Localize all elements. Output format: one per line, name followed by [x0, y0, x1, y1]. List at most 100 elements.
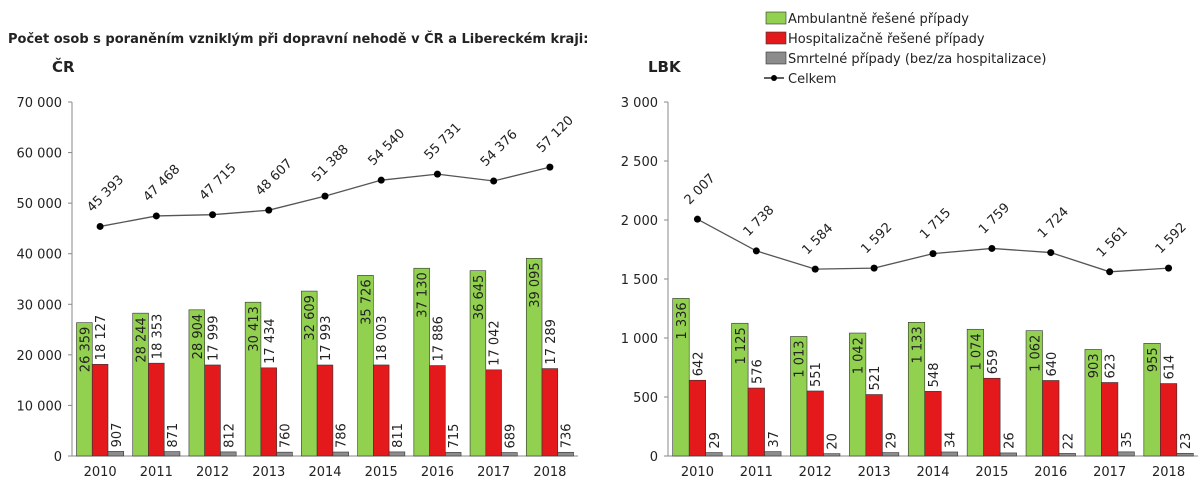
x-tick-label: 2014 [308, 465, 341, 480]
data-label: 28 904 [191, 314, 206, 360]
data-label: 17 886 [431, 316, 446, 362]
bar [747, 387, 765, 457]
data-label: 30 413 [247, 306, 262, 352]
data-label: 760 [279, 423, 294, 448]
data-label: 45 393 [84, 172, 127, 215]
x-tick-label: 2016 [421, 465, 454, 480]
point [265, 206, 273, 214]
page-title: Počet osob s poraněním vzniklým při dopr… [8, 31, 588, 47]
data-label: 37 130 [416, 272, 431, 318]
data-label: 51 388 [309, 142, 352, 185]
legend-label: Ambulantně řešené případy [788, 12, 969, 27]
bar [882, 452, 900, 457]
data-label: 1 592 [1153, 220, 1190, 257]
data-label: 1 013 [793, 340, 808, 377]
bar [260, 367, 277, 457]
data-label: 1 133 [911, 326, 926, 363]
bar [388, 451, 406, 457]
bar [557, 451, 574, 457]
point [209, 211, 217, 219]
point [546, 163, 554, 171]
bar [907, 322, 926, 457]
bar [1058, 453, 1076, 457]
chart-title: LBK [648, 58, 682, 76]
data-label: 811 [391, 423, 406, 448]
legend-label: Celkem [788, 72, 836, 87]
data-label: 1 584 [799, 221, 836, 258]
point [988, 244, 996, 252]
bar [413, 267, 430, 457]
point [811, 265, 819, 273]
data-label: 871 [166, 423, 181, 448]
x-tick-label: 2010 [681, 465, 714, 480]
data-label: 17 999 [207, 315, 222, 360]
data-label: 18 127 [94, 315, 109, 361]
data-label: 34 [943, 431, 958, 448]
point [377, 176, 385, 184]
data-label: 2 007 [682, 171, 719, 208]
x-tick-label: 2011 [140, 465, 173, 480]
data-label: 32 609 [303, 295, 318, 341]
point [96, 222, 104, 230]
bar [999, 452, 1017, 457]
x-tick-label: 2011 [740, 465, 773, 480]
x-tick-label: 2012 [799, 465, 832, 480]
x-tick-label: 2017 [477, 465, 510, 480]
bar [163, 451, 181, 457]
x-tick-label: 2017 [1093, 465, 1126, 480]
y-tick-label: 40 000 [17, 248, 63, 263]
x-tick-label: 2013 [858, 465, 891, 480]
bar [148, 362, 165, 457]
x-tick-label: 2012 [196, 465, 229, 480]
bar [204, 364, 221, 457]
data-label: 715 [447, 424, 462, 449]
bar [107, 451, 125, 457]
bar [445, 452, 462, 457]
bar [705, 452, 723, 457]
bar [983, 377, 1001, 457]
data-label: 1 561 [1094, 224, 1131, 261]
data-label: 18 003 [375, 315, 390, 361]
point [752, 247, 760, 255]
point [1047, 249, 1055, 257]
legend-label: Hospitalizačně řešené případy [788, 32, 985, 47]
data-label: 1 042 [852, 337, 867, 374]
bar [332, 451, 349, 457]
bar [688, 379, 706, 457]
data-label: 35 726 [359, 279, 374, 325]
data-label: 576 [750, 359, 765, 384]
y-tick-label: 1 500 [621, 273, 658, 288]
data-label: 521 [868, 366, 883, 391]
point [433, 170, 441, 178]
y-tick-label: 70 000 [17, 96, 63, 111]
bar [525, 257, 543, 457]
y-tick-label: 2 000 [621, 214, 658, 229]
bar [316, 364, 334, 457]
y-tick-label: 1 000 [621, 332, 658, 347]
data-label: 1 074 [969, 333, 984, 370]
data-label: 35 [1120, 431, 1135, 448]
bar [373, 364, 390, 457]
data-label: 1 759 [976, 200, 1013, 237]
chart-title: ČR [52, 57, 75, 76]
data-label: 54 540 [365, 126, 408, 169]
data-label: 17 993 [319, 316, 334, 362]
bar [541, 368, 559, 457]
point [1165, 264, 1173, 272]
y-tick-label: 500 [633, 391, 658, 406]
data-label: 26 [1002, 432, 1017, 449]
bar [764, 451, 782, 457]
data-label: 736 [560, 423, 575, 448]
bar [823, 453, 841, 457]
point [870, 264, 878, 272]
data-label: 18 353 [150, 314, 165, 360]
y-tick-label: 3 000 [621, 96, 658, 111]
data-label: 1 336 [675, 302, 690, 339]
y-tick-label: 2 500 [621, 155, 658, 170]
x-tick-label: 2015 [365, 465, 398, 480]
data-label: 17 289 [544, 319, 559, 365]
data-label: 47 715 [197, 161, 240, 204]
point [929, 250, 937, 258]
data-label: 17 042 [488, 320, 503, 365]
